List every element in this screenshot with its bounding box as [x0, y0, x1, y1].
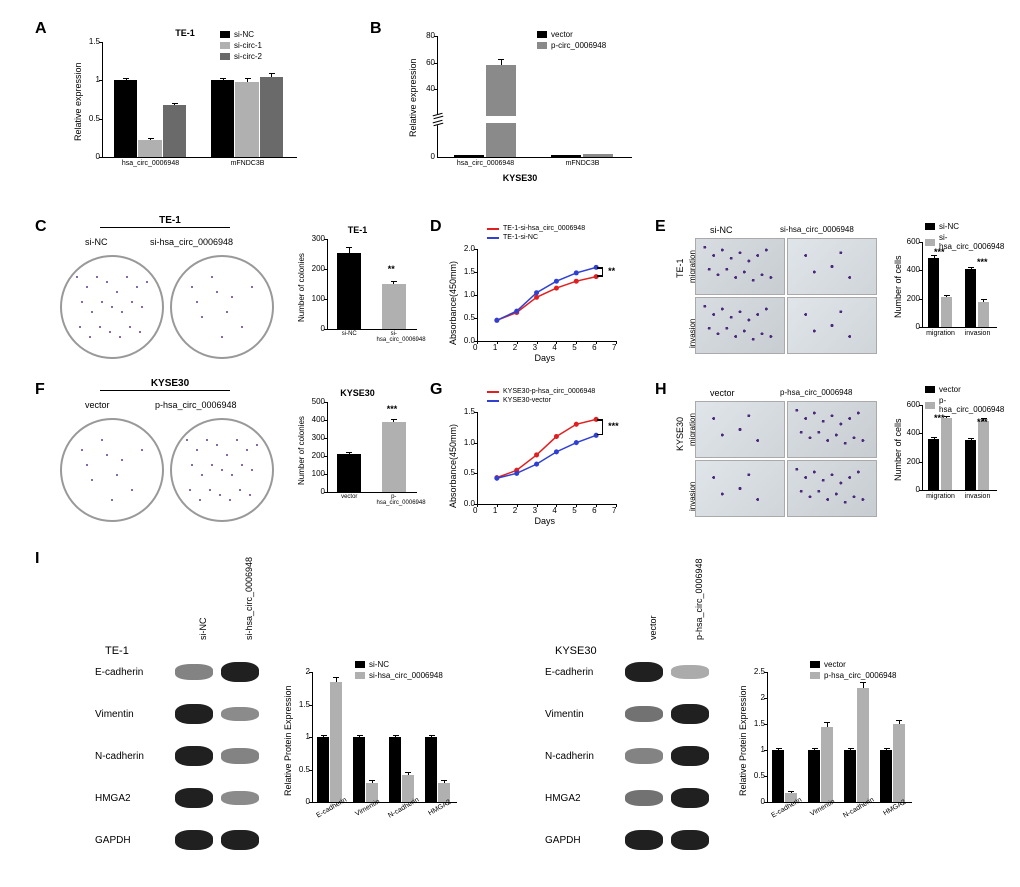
- tw-e-cell: TE-1: [675, 258, 685, 278]
- tw-e-01: [787, 238, 877, 295]
- chart-c: 0100200300Number of coloniesTE-1si-NCsi-…: [295, 225, 420, 355]
- panel-label-i: I: [35, 550, 39, 568]
- panel-label-d: D: [430, 218, 442, 236]
- colony-f-lab1: p-hsa_circ_0006948: [155, 400, 237, 410]
- colony-c: TE-1 si-NC si-hsa_circ_0006948: [60, 225, 280, 365]
- chart-f: 0100200300400500Number of coloniesKYSE30…: [295, 388, 420, 518]
- wb-right: KYSE30vectorp-hsa_circ_0006948E-cadherin…: [545, 575, 725, 855]
- colony-f-title: KYSE30: [60, 378, 280, 389]
- colony-c-title: TE-1: [60, 215, 280, 226]
- tw-e-col1: si-hsa_circ_0006948: [780, 225, 854, 234]
- colony-c-lab1: si-hsa_circ_0006948: [150, 237, 233, 247]
- panel-label-e: E: [655, 218, 666, 236]
- chart-g: 0.00.51.01.501234567Absorbance(450mm)Day…: [445, 388, 640, 528]
- panel-label-h: H: [655, 381, 667, 399]
- tw-h-01: [787, 401, 877, 458]
- tw-e-col0: si-NC: [710, 225, 733, 235]
- dish-f-1: [170, 418, 274, 522]
- tw-h-cell: KYSE30: [675, 417, 685, 451]
- colony-c-lab0: si-NC: [85, 237, 108, 247]
- tw-e-10: [695, 297, 785, 354]
- panel-label-g: G: [430, 381, 442, 399]
- tw-h-11: [787, 460, 877, 517]
- tw-h-col0: vector: [710, 388, 735, 398]
- chart-d: 0.00.51.01.52.001234567Absorbance(450mm)…: [445, 225, 640, 365]
- colony-f-lab0: vector: [85, 400, 110, 410]
- dish-c-1: [170, 255, 274, 359]
- chart-i-left: 00.511.52Relative Protein ExpressionE-ca…: [280, 660, 460, 830]
- dish-f-0: [60, 418, 164, 522]
- panel-label-c: C: [35, 218, 47, 236]
- tw-h-col1: p-hsa_circ_0006948: [780, 388, 853, 397]
- dish-c-0: [60, 255, 164, 359]
- panel-label-a: A: [35, 20, 47, 38]
- transwell-e: si-NC si-hsa_circ_0006948 TE-1 migration…: [680, 228, 880, 358]
- tw-h-00: [695, 401, 785, 458]
- colony-f: KYSE30 vector p-hsa_circ_0006948: [60, 388, 280, 528]
- tw-e-00: [695, 238, 785, 295]
- chart-i-right: 00.511.522.5Relative Protein ExpressionE…: [735, 660, 915, 830]
- panel-label-b: B: [370, 20, 382, 38]
- wb-left: TE-1si-NCsi-hsa_circ_0006948E-cadherinVi…: [95, 575, 275, 855]
- tw-h-10: [695, 460, 785, 517]
- panel-label-f: F: [35, 381, 45, 399]
- chart-a: 00.511.5Relative expressionTE-1hsa_circ_…: [70, 30, 300, 185]
- transwell-h: vector p-hsa_circ_0006948 KYSE30 migrati…: [680, 391, 880, 521]
- chart-h: 0200400600Number of cellsmigrationinvasi…: [890, 393, 1000, 518]
- tw-e-11: [787, 297, 877, 354]
- figure-root: A 00.511.5Relative expressionTE-1hsa_cir…: [20, 20, 1000, 867]
- chart-b: 4060800Relative expressionKYSE30hsa_circ…: [405, 30, 635, 185]
- chart-e: 0200400600Number of cellsmigrationinvasi…: [890, 230, 1000, 355]
